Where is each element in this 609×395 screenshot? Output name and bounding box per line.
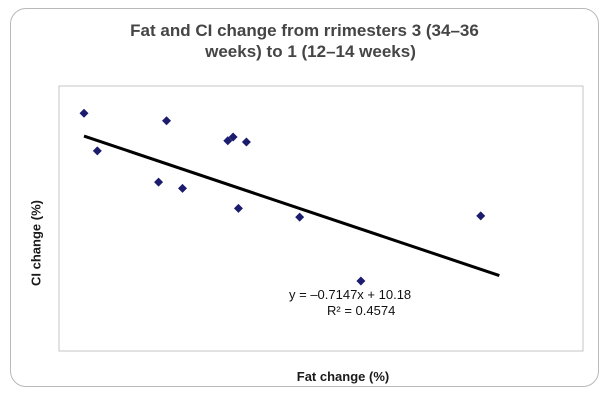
- data-point-9: [241, 137, 251, 147]
- chart-title-line-2: weeks) to 1 (12–14 weeks): [205, 42, 416, 61]
- trendline-r-squared: R² = 0.4574: [327, 303, 396, 318]
- chart-title: Fat and CI change from rrimesters 3 (34–…: [0, 20, 609, 62]
- data-point-4: [162, 116, 172, 126]
- x-axis-label: Fat change (%): [296, 369, 390, 384]
- trendline-equation: y = –0.7147x + 10.18: [289, 287, 412, 302]
- data-point-10: [295, 212, 305, 222]
- plot-area: [58, 85, 584, 352]
- data-point-12: [476, 211, 486, 221]
- data-point-7: [228, 132, 238, 142]
- y-axis-label: CI change (%): [28, 200, 44, 286]
- data-point-5: [178, 183, 188, 193]
- data-point-2: [92, 146, 102, 156]
- data-point-8: [233, 203, 243, 213]
- chart-title-line-1: Fat and CI change from rrimesters 3 (34–…: [130, 21, 479, 40]
- data-point-3: [154, 177, 164, 187]
- data-point-11: [356, 276, 366, 286]
- data-point-6: [223, 136, 233, 146]
- data-points: [79, 108, 486, 286]
- trendline: [83, 134, 500, 277]
- data-point-1: [79, 108, 89, 118]
